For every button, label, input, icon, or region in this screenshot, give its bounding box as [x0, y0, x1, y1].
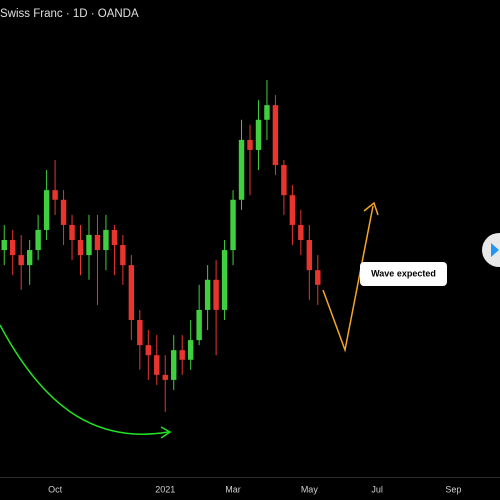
candle-body: [128, 265, 135, 320]
candle-body: [120, 245, 126, 266]
annotation-box: [360, 262, 447, 286]
candle-body: [26, 250, 33, 266]
candle-body: [204, 279, 211, 310]
candle-body: [179, 350, 185, 360]
candle-body: [111, 229, 118, 246]
plot-area: [1, 80, 321, 412]
x-tick-label: Sep: [445, 484, 461, 494]
candle-body: [171, 350, 177, 380]
candle-body: [103, 229, 109, 251]
candle-body: [230, 199, 236, 251]
candle-body: [43, 190, 50, 230]
candle-body: [145, 345, 152, 356]
candle-body: [264, 105, 270, 120]
scroll-icon: [491, 243, 499, 257]
candle-body: [1, 240, 7, 251]
orange-arrowhead: [363, 201, 379, 216]
x-tick-label: Oct: [48, 484, 63, 494]
candle-body: [196, 309, 202, 341]
candle-body: [289, 195, 296, 225]
candle-body: [69, 224, 75, 240]
candle-body: [154, 355, 160, 375]
candle-body: [298, 224, 304, 240]
candle-body: [221, 250, 228, 310]
candle-body: [94, 234, 101, 251]
candle-body: [213, 279, 219, 310]
candle-body: [187, 340, 194, 360]
candle-body: [35, 229, 41, 251]
chart-title: Swiss Franc · 1D · OANDA: [0, 8, 139, 20]
annotation-text: Wave expected: [371, 268, 436, 278]
candle-body: [272, 105, 279, 166]
candle-body: [86, 234, 92, 256]
x-tick-label: Mar: [225, 484, 241, 494]
candle-body: [10, 240, 16, 256]
x-tick-label: Jul: [371, 484, 383, 494]
orange-arrow: [322, 205, 374, 353]
x-tick-label: 2021: [155, 484, 175, 494]
candle-body: [18, 255, 24, 266]
candle-body: [77, 240, 84, 256]
candle-body: [247, 139, 253, 150]
candle-body: [315, 270, 321, 285]
candle-body: [52, 190, 58, 200]
candle-body: [238, 139, 245, 200]
green-arrow: [0, 324, 169, 435]
candle-body: [60, 199, 67, 225]
green-arrowhead: [160, 426, 172, 439]
x-tick-label: May: [301, 484, 319, 494]
candle-body: [306, 240, 313, 271]
candle-body: [137, 320, 143, 346]
candle-body: [162, 374, 168, 380]
candle-body: [255, 119, 262, 150]
candle-body: [281, 165, 287, 196]
